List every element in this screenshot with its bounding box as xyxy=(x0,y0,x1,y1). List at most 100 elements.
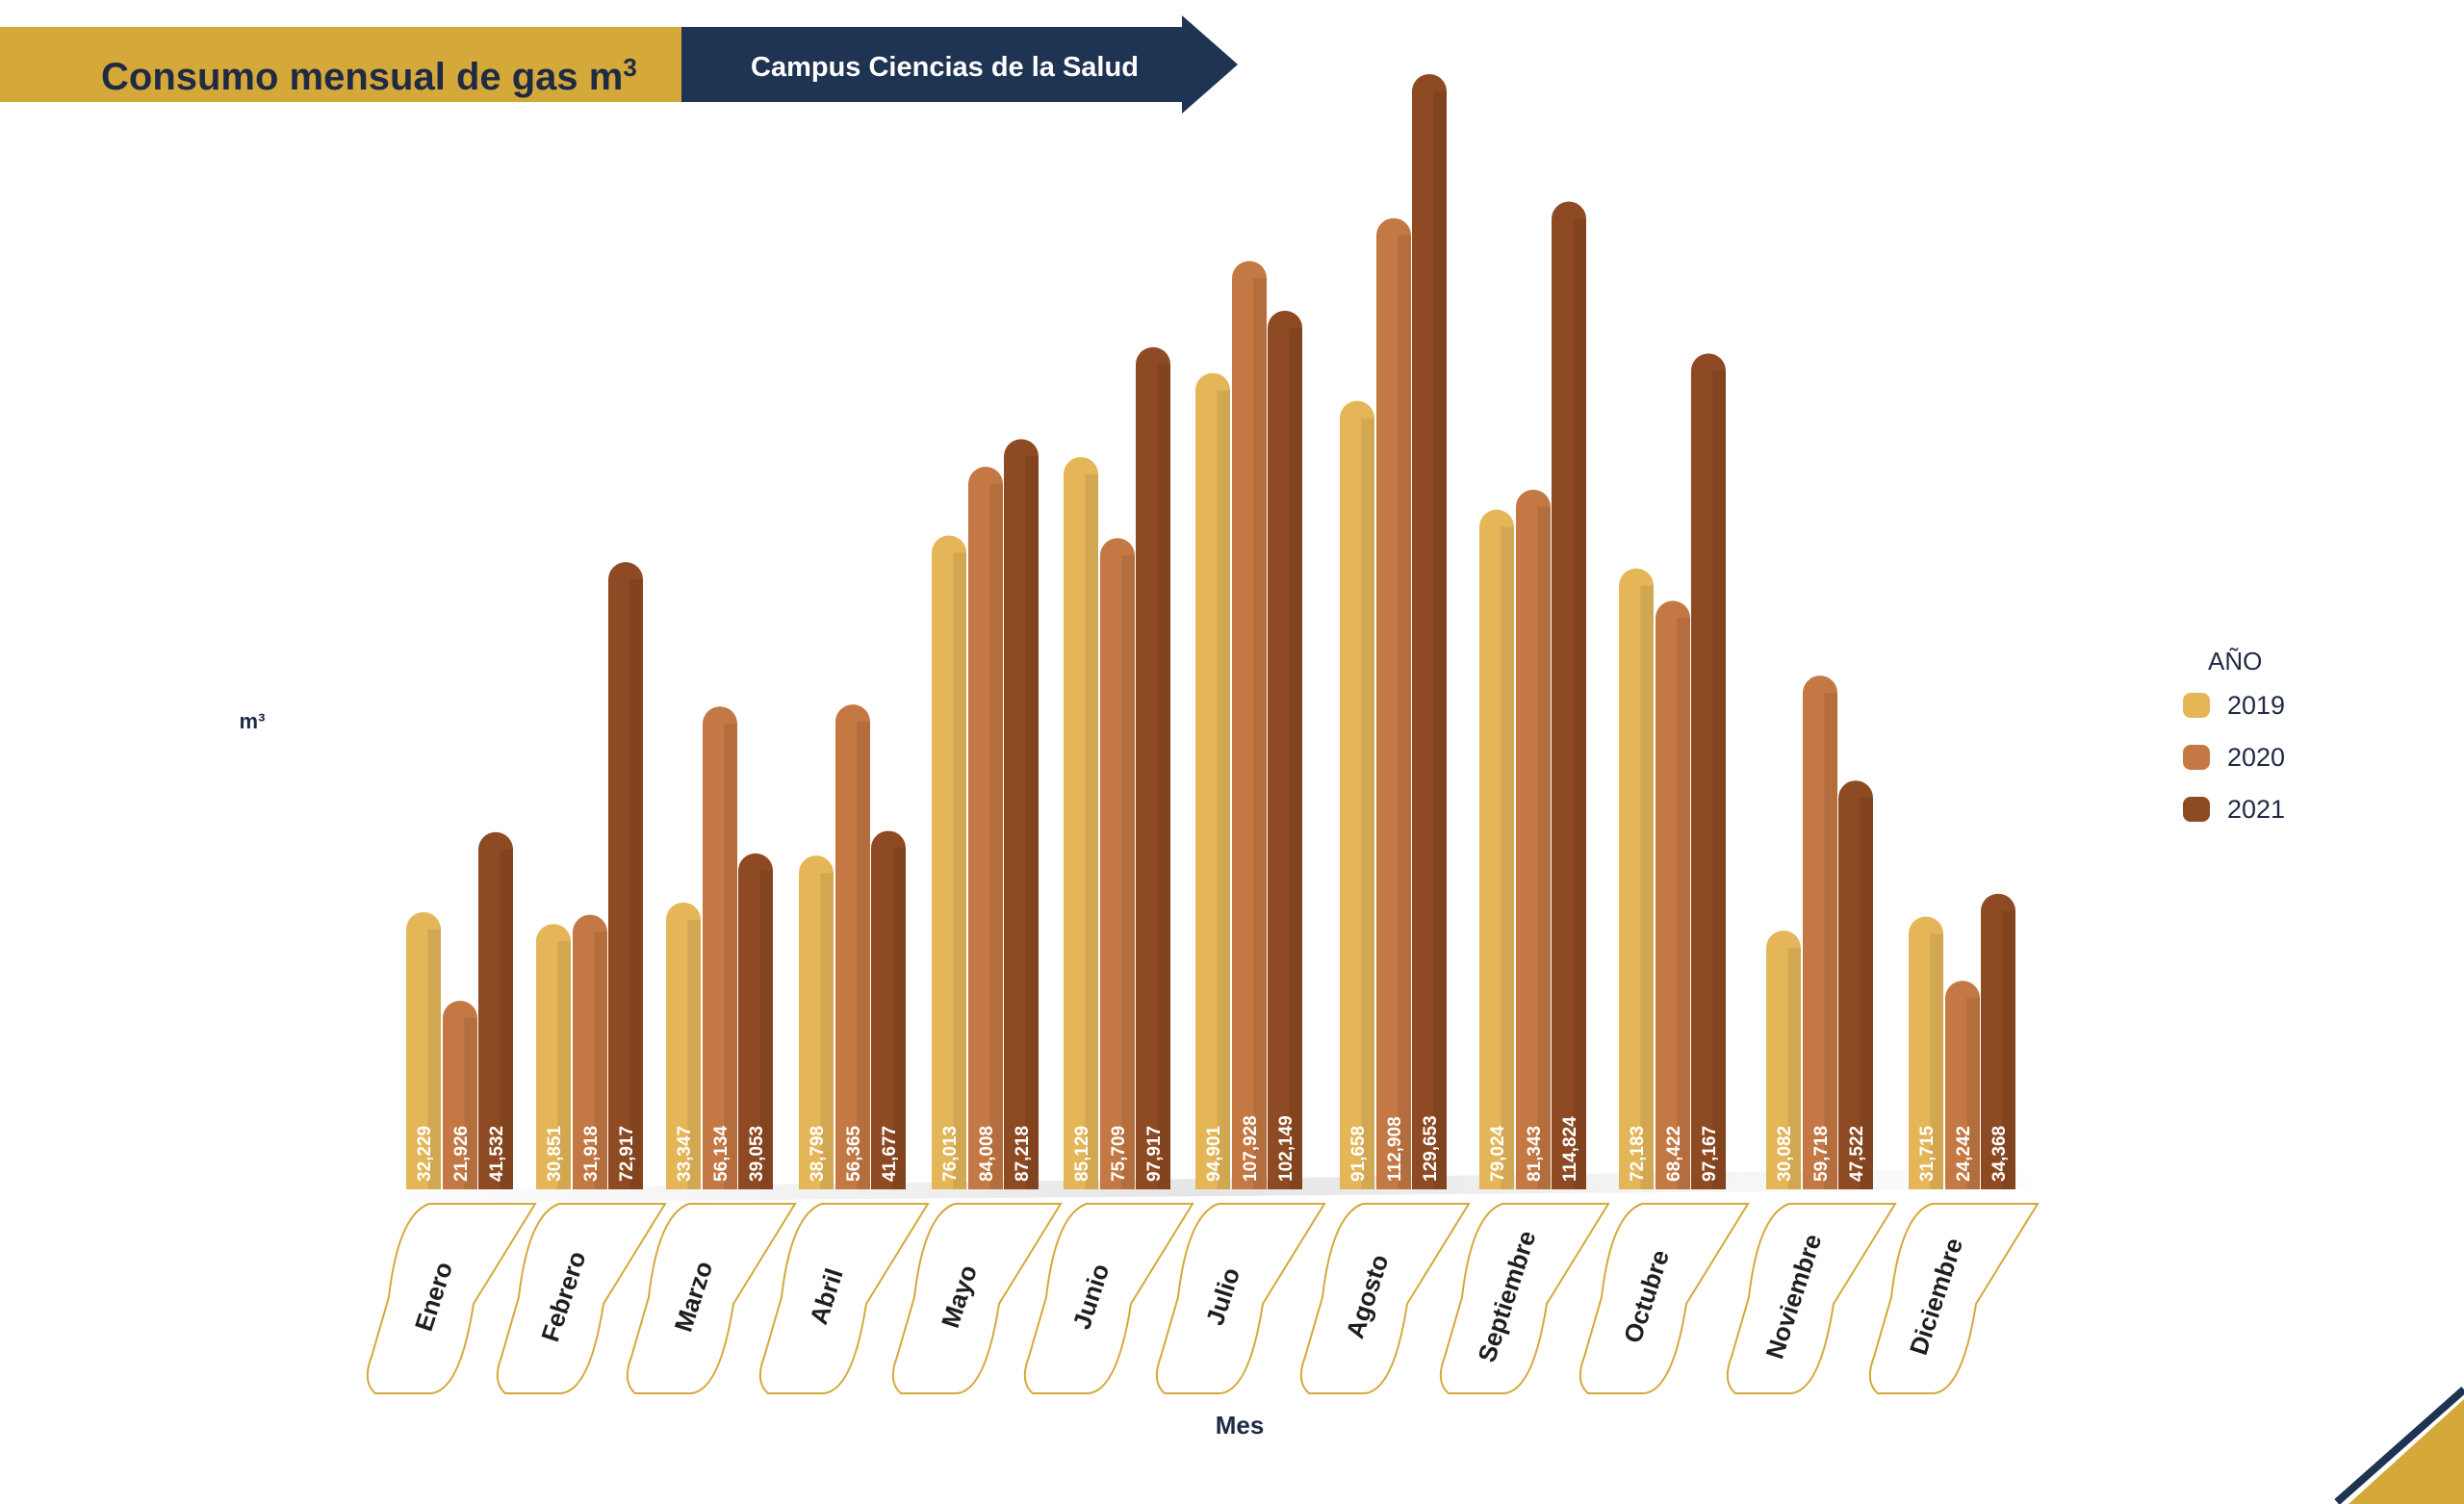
legend-swatch-2021 xyxy=(2183,797,2210,822)
bar-shade-abril-2021 xyxy=(892,848,906,1189)
bar-octubre-2021 xyxy=(1691,353,1726,1189)
data-label-septiembre-2019: 79,024 xyxy=(1488,1125,1508,1182)
bar-shade-noviembre-2021 xyxy=(1860,798,1873,1189)
legend-swatch-2020 xyxy=(2183,745,2210,770)
bar-shade-abril-2020 xyxy=(857,722,870,1189)
bar-shade-octubre-2019 xyxy=(1640,585,1654,1189)
category-label-agosto: Agosto xyxy=(1299,1203,1471,1394)
bar-shade-mayo-2021 xyxy=(1025,456,1039,1189)
bar-shade-noviembre-2019 xyxy=(1787,948,1801,1189)
corner-navy-stroke xyxy=(2334,1387,2464,1504)
data-label-marzo-2019: 33,347 xyxy=(675,1126,695,1182)
bar-shade-mayo-2020 xyxy=(989,484,1003,1189)
bar-septiembre-2020 xyxy=(1516,489,1551,1189)
x-axis-label: Mes xyxy=(1216,1411,1265,1440)
legend-item-2020: 2020 xyxy=(2183,731,2285,783)
bar-shade-septiembre-2019 xyxy=(1501,526,1514,1189)
category-label-enero: Enero xyxy=(366,1203,537,1394)
data-label-octubre-2019: 72,183 xyxy=(1628,1126,1648,1182)
category-labels-layer: Enero Febrero Marzo Abril Mayo Junio Julio Agos… xyxy=(366,1203,2040,1394)
bar-shade-marzo-2021 xyxy=(759,870,773,1189)
data-label-noviembre-2019: 30,082 xyxy=(1775,1126,1795,1182)
bar-mayo-2021 xyxy=(1004,439,1039,1189)
data-label-julio-2020: 107,928 xyxy=(1241,1115,1261,1182)
bar-marzo-2020 xyxy=(703,706,737,1189)
category-label-noviembre: Noviembre xyxy=(1726,1203,1897,1394)
bar-shade-enero-2019 xyxy=(427,929,441,1189)
bar-shade-agosto-2020 xyxy=(1398,235,1411,1189)
bar-enero-2021 xyxy=(478,831,513,1189)
header-arrow-shape xyxy=(681,15,1238,114)
bar-shade-diciembre-2020 xyxy=(1966,998,1980,1189)
data-label-enero-2019: 32,229 xyxy=(415,1126,435,1182)
bar-shade-septiembre-2020 xyxy=(1537,506,1551,1189)
bar-agosto-2020 xyxy=(1376,217,1411,1189)
data-label-mayo-2020: 84,008 xyxy=(977,1126,997,1182)
category-tab-julio xyxy=(1155,1203,1326,1394)
data-label-septiembre-2020: 81,343 xyxy=(1525,1126,1545,1182)
bar-octubre-2020 xyxy=(1656,600,1690,1189)
category-tab-diciembre xyxy=(1868,1203,2040,1394)
bar-septiembre-2021 xyxy=(1552,201,1586,1190)
data-label-mayo-2019: 76,013 xyxy=(940,1126,961,1182)
bar-abril-2019 xyxy=(799,855,834,1189)
category-label-julio: Julio xyxy=(1155,1203,1326,1394)
data-label-diciembre-2019: 31,715 xyxy=(1917,1125,1938,1182)
y-axis-label: m³ xyxy=(240,709,266,733)
bar-octubre-2019 xyxy=(1619,568,1654,1189)
category-label-febrero: Febrero xyxy=(496,1203,667,1394)
bar-shade-octubre-2021 xyxy=(1712,370,1726,1189)
data-label-octubre-2020: 68,422 xyxy=(1664,1126,1684,1182)
legend-swatch-2019 xyxy=(2183,693,2210,718)
bar-mayo-2020 xyxy=(968,467,1003,1189)
bar-noviembre-2019 xyxy=(1766,930,1801,1189)
bar-shade-enero-2020 xyxy=(464,1017,477,1189)
category-tab-marzo xyxy=(626,1203,797,1394)
category-tab-abril xyxy=(758,1203,930,1394)
bar-enero-2019 xyxy=(406,911,441,1189)
category-tab-junio xyxy=(1023,1203,1194,1394)
data-label-noviembre-2021: 47,522 xyxy=(1847,1126,1867,1182)
data-label-noviembre-2020: 59,718 xyxy=(1811,1126,1832,1182)
legend-item-2021: 2021 xyxy=(2183,783,2285,835)
bar-febrero-2021 xyxy=(608,562,643,1189)
data-label-enero-2021: 41,532 xyxy=(487,1126,507,1182)
bar-julio-2019 xyxy=(1195,372,1230,1190)
bar-julio-2021 xyxy=(1268,310,1302,1190)
bar-abril-2021 xyxy=(871,830,906,1189)
bar-shade-septiembre-2021 xyxy=(1573,218,1586,1190)
data-label-abril-2021: 41,677 xyxy=(880,1126,900,1182)
category-tab-octubre xyxy=(1578,1203,1750,1394)
chart-title-text: Consumo mensual de gas m xyxy=(101,56,624,98)
bar-febrero-2020 xyxy=(573,914,607,1189)
bar-abril-2020 xyxy=(835,704,870,1189)
bar-mayo-2019 xyxy=(932,535,966,1189)
bar-septiembre-2019 xyxy=(1479,509,1514,1189)
legend-label-2021: 2021 xyxy=(2227,794,2286,824)
category-tab-septiembre xyxy=(1439,1203,1610,1394)
bar-shade-julio-2020 xyxy=(1253,278,1267,1190)
data-label-diciembre-2020: 24,242 xyxy=(1954,1126,1974,1182)
bar-shade-noviembre-2020 xyxy=(1824,693,1837,1189)
chart-title: Consumo mensual de gas m3 xyxy=(101,38,637,98)
legend-item-2019: 2019 xyxy=(2183,679,2285,731)
data-label-diciembre-2021: 34,368 xyxy=(1989,1126,2010,1182)
category-tab-enero xyxy=(366,1203,537,1394)
bar-shade-junio-2020 xyxy=(1121,555,1135,1189)
bar-shade-marzo-2020 xyxy=(724,724,737,1189)
bar-diciembre-2020 xyxy=(1945,981,1980,1189)
bar-shade-junio-2019 xyxy=(1085,474,1098,1189)
bar-agosto-2019 xyxy=(1340,400,1374,1190)
data-label-agosto-2019: 91,658 xyxy=(1348,1126,1369,1182)
bar-shade-mayo-2019 xyxy=(953,552,966,1189)
data-label-octubre-2021: 97,167 xyxy=(1700,1126,1720,1182)
chart-title-superscript: 3 xyxy=(623,53,637,82)
legend-label-2020: 2020 xyxy=(2227,742,2286,772)
bar-noviembre-2020 xyxy=(1803,676,1837,1189)
data-label-junio-2019: 85,129 xyxy=(1072,1126,1092,1182)
bar-junio-2020 xyxy=(1100,538,1135,1189)
bar-shade-marzo-2019 xyxy=(687,919,701,1189)
bar-junio-2019 xyxy=(1064,457,1098,1189)
category-label-mayo: Mayo xyxy=(891,1203,1063,1394)
header-arrow-banner xyxy=(681,15,1238,114)
